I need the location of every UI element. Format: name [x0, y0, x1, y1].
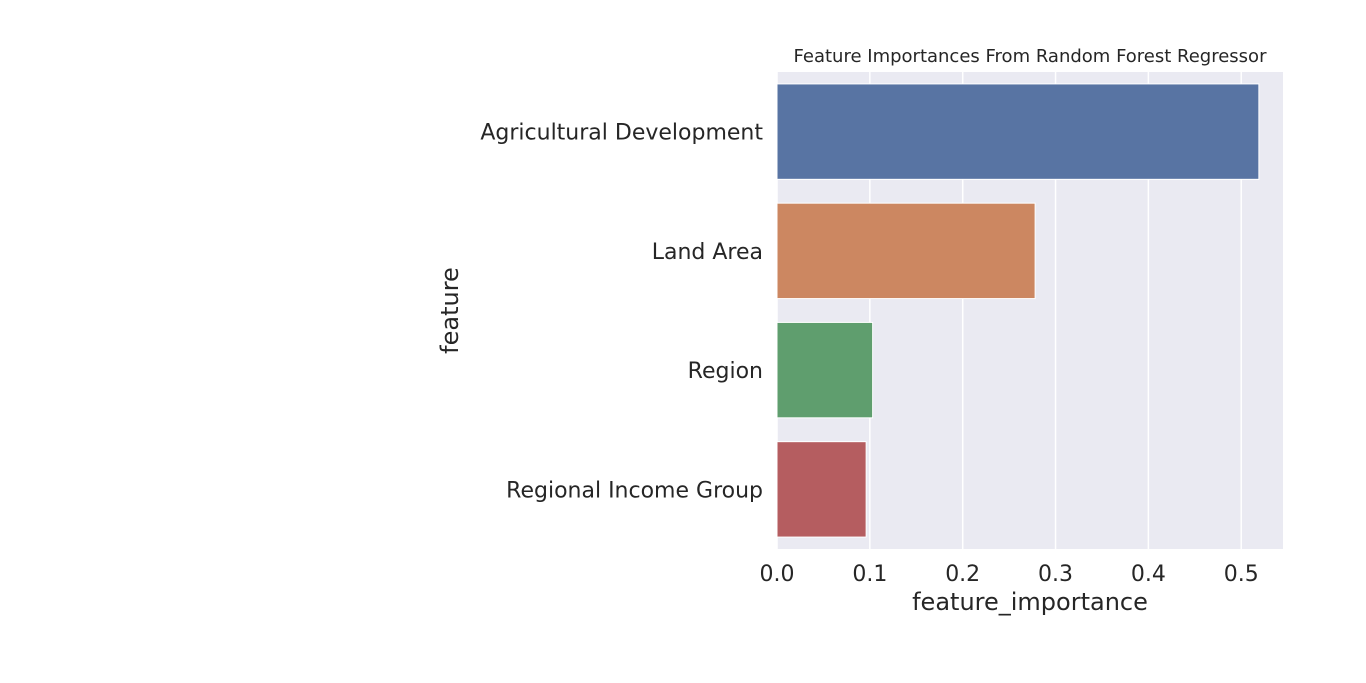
x-tick-labels: 0.0 0.1 0.2 0.3 0.4 0.5 [760, 562, 1259, 587]
bar [776, 441, 867, 538]
x-tick-label: 0.1 [852, 562, 887, 587]
x-tick-label: 0.4 [1131, 562, 1166, 587]
x-tick-label: 0.3 [1038, 562, 1073, 587]
bar [776, 202, 1036, 300]
bars [776, 83, 1260, 538]
y-axis-label: feature [436, 267, 464, 354]
y-tick-label: Land Area [652, 240, 763, 265]
y-tick-label: Regional Income Group [506, 478, 763, 503]
chart-title: Feature Importances From Random Forest R… [794, 46, 1268, 67]
y-tick-labels: Agricultural Development Land Area Region R… [480, 121, 763, 504]
x-tick-label: 0.2 [945, 562, 980, 587]
bar [776, 321, 874, 419]
x-axis-label: feature_importance [912, 588, 1148, 616]
y-tick-label: Agricultural Development [480, 121, 763, 146]
x-tick-label: 0.0 [760, 562, 795, 587]
x-tick-label: 0.5 [1224, 562, 1259, 587]
y-tick-label: Region [688, 359, 763, 384]
bar [776, 83, 1260, 180]
